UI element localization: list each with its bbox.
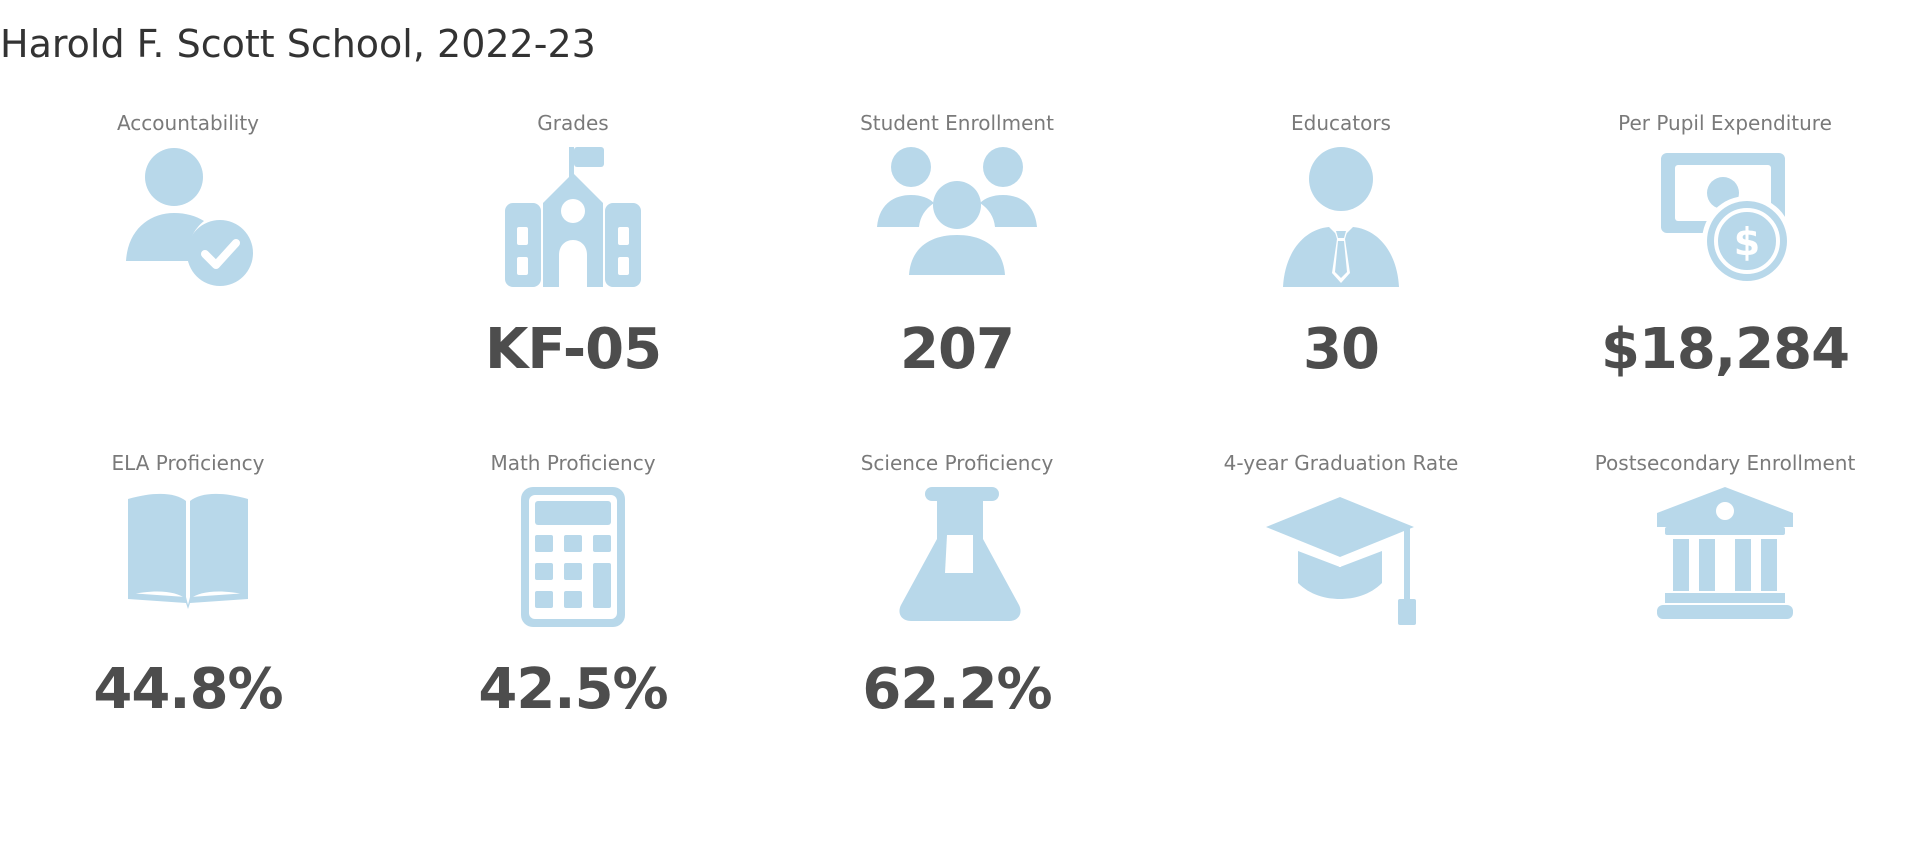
calculator-icon — [503, 487, 643, 627]
tile-label: 4-year Graduation Rate — [1223, 451, 1459, 475]
page-title: Harold F. Scott School, 2022-23 — [0, 22, 596, 66]
tile-label: Per Pupil Expenditure — [1618, 111, 1832, 135]
flask-icon — [887, 487, 1027, 627]
school-icon — [503, 147, 643, 287]
tile-label: ELA Proficiency — [111, 451, 265, 475]
tile-label: Accountability — [116, 111, 260, 135]
tile-value: 44.8% — [93, 657, 283, 722]
graduation-cap-icon — [1266, 487, 1416, 627]
tile-value: 207 — [900, 317, 1015, 382]
tile-label: Postsecondary Enrollment — [1594, 451, 1856, 475]
institution-icon — [1655, 487, 1795, 627]
tile-label: Science Proficiency — [860, 451, 1054, 475]
user-tie-icon — [1271, 147, 1411, 287]
tile-value: KF-05 — [484, 317, 662, 382]
book-open-icon — [118, 487, 258, 627]
tile-label: Math Proficiency — [490, 451, 656, 475]
tile-label: Grades — [537, 111, 609, 135]
tile-value: 62.2% — [862, 657, 1052, 722]
tile-value: 30 — [1303, 317, 1380, 382]
users-group-icon — [877, 147, 1037, 287]
tile-value: 42.5% — [478, 657, 668, 722]
money-dollar-icon: $ — [1655, 147, 1795, 287]
user-check-icon — [118, 147, 258, 287]
tile-label: Student Enrollment — [860, 111, 1054, 135]
tile-value: $18,284 — [1600, 317, 1850, 382]
tile-label: Educators — [1291, 111, 1391, 135]
svg-text:$: $ — [1734, 220, 1760, 264]
